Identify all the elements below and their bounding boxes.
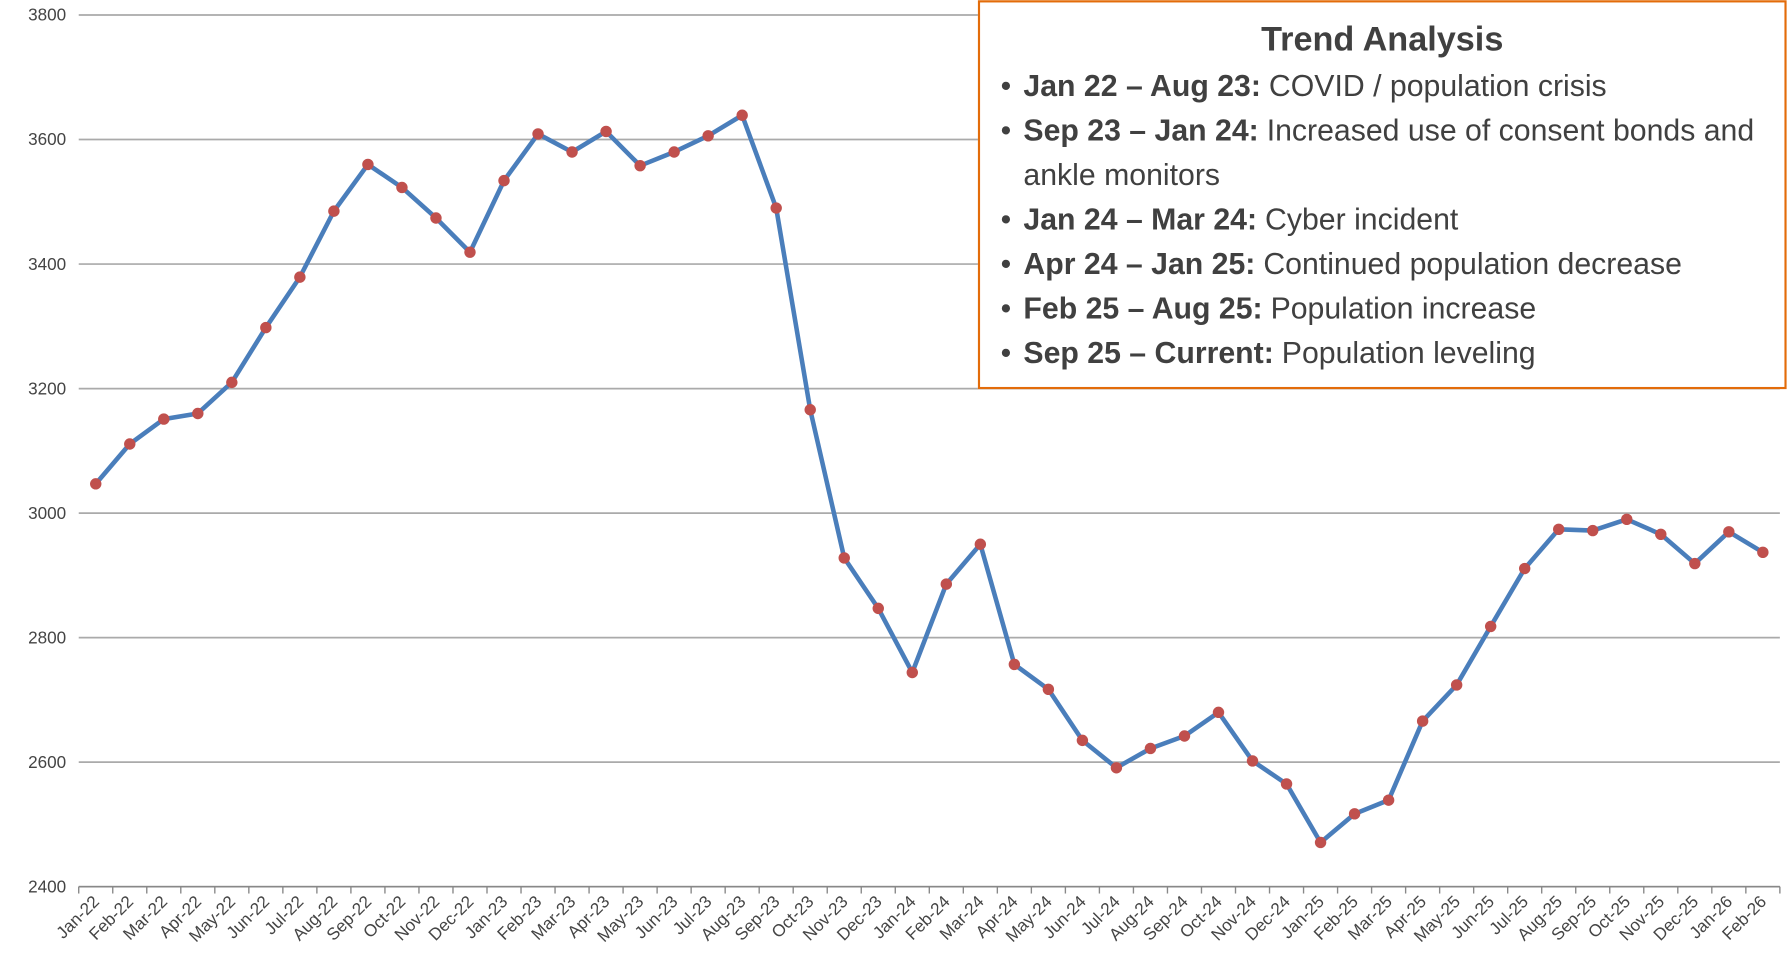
annotation-item: Apr 24 – Jan 25:Continued population dec… bbox=[1001, 242, 1773, 286]
data-point bbox=[1382, 794, 1395, 806]
plot bbox=[90, 109, 1769, 849]
data-point bbox=[1110, 762, 1123, 774]
data-point bbox=[1144, 742, 1157, 755]
annotation-text: Cyber incident bbox=[1265, 202, 1459, 237]
annotation-item: Jan 24 – Mar 24:Cyber incident bbox=[1001, 198, 1773, 242]
data-point bbox=[498, 174, 510, 187]
data-point bbox=[1587, 524, 1599, 537]
annotation-label: Jan 22 – Aug 23: bbox=[1023, 68, 1261, 103]
data-line bbox=[94, 112, 1765, 845]
annotation-text: COVID / population crisis bbox=[1268, 68, 1607, 103]
annotation-text: Population increase bbox=[1270, 291, 1537, 326]
data-point bbox=[1246, 755, 1259, 767]
annotation-text: Continued population decrease bbox=[1263, 246, 1682, 281]
y-tick-label: 3800 bbox=[28, 6, 66, 25]
annotation-label: Feb 25 – Aug 25: bbox=[1023, 291, 1263, 326]
data-point bbox=[1757, 546, 1769, 559]
data-point bbox=[158, 413, 170, 425]
data-point bbox=[1450, 679, 1463, 691]
data-point bbox=[702, 130, 714, 142]
data-point bbox=[1484, 620, 1497, 633]
annotation-label: Sep 25 – Current: bbox=[1023, 335, 1274, 370]
data-point bbox=[362, 158, 374, 171]
annotation-list: Jan 22 – Aug 23:COVID / population crisi… bbox=[991, 64, 1773, 375]
data-point bbox=[1689, 557, 1701, 570]
data-point bbox=[974, 538, 987, 550]
y-tick-label: 3000 bbox=[28, 504, 66, 523]
data-point bbox=[1348, 808, 1361, 820]
data-point bbox=[1314, 836, 1327, 849]
annotation-label: Jan 24 – Mar 24: bbox=[1023, 202, 1258, 237]
y-tick-label: 3200 bbox=[28, 379, 66, 398]
data-point bbox=[906, 666, 918, 679]
data-point bbox=[804, 404, 816, 416]
data-point bbox=[532, 128, 544, 140]
annotation-item: Sep 23 – Jan 24:Increased use of consent… bbox=[1001, 109, 1773, 198]
annotation-text: Population leveling bbox=[1281, 335, 1536, 370]
annotation-label: Apr 24 – Jan 25: bbox=[1023, 246, 1256, 281]
data-point bbox=[1042, 683, 1055, 696]
data-point bbox=[736, 109, 748, 121]
data-point bbox=[90, 478, 102, 490]
data-point bbox=[634, 159, 646, 172]
data-point bbox=[260, 321, 272, 334]
data-point bbox=[396, 181, 408, 194]
annotation-box: Trend Analysis Jan 22 – Aug 23:COVID / p… bbox=[978, 0, 1787, 389]
annotation-label: Sep 23 – Jan 24: bbox=[1023, 113, 1259, 148]
data-point bbox=[668, 146, 680, 158]
data-point bbox=[226, 376, 238, 389]
data-point bbox=[464, 246, 476, 258]
data-point bbox=[940, 578, 953, 590]
data-point bbox=[1553, 523, 1565, 536]
data-point bbox=[1008, 658, 1021, 671]
data-point bbox=[1076, 734, 1089, 747]
data-point bbox=[1416, 715, 1429, 727]
data-point bbox=[1178, 730, 1191, 742]
data-point bbox=[1621, 513, 1633, 526]
data-point bbox=[1518, 562, 1531, 575]
annotation: Trend Analysis Jan 22 – Aug 23:COVID / p… bbox=[977, 0, 1787, 390]
data-point bbox=[838, 552, 850, 564]
data-point bbox=[294, 271, 306, 283]
data-point bbox=[872, 602, 884, 615]
data-point bbox=[566, 146, 578, 158]
data-point bbox=[1280, 778, 1293, 790]
data-point bbox=[124, 438, 136, 450]
annotation-title: Trend Analysis bbox=[1261, 20, 1504, 59]
data-point bbox=[430, 212, 442, 224]
annotation-text: Increased use of consent bonds and ankle… bbox=[1023, 113, 1755, 192]
annotation-item: Jan 22 – Aug 23:COVID / population crisi… bbox=[1001, 64, 1773, 108]
y-tick-label: 2600 bbox=[28, 753, 66, 772]
data-point bbox=[1723, 526, 1735, 538]
data-point bbox=[192, 407, 204, 420]
y-tick-label: 2800 bbox=[28, 628, 66, 647]
data-point bbox=[1212, 706, 1225, 719]
y-tick-label: 3600 bbox=[28, 130, 66, 149]
data-point bbox=[600, 125, 612, 138]
data-point bbox=[328, 205, 340, 217]
annotation-item: Feb 25 – Aug 25:Population increase bbox=[1001, 287, 1773, 331]
data-point bbox=[1655, 528, 1667, 540]
data-point bbox=[770, 202, 782, 214]
y-tick-label: 3400 bbox=[28, 255, 66, 274]
y-tick-label: 2400 bbox=[28, 877, 66, 896]
annotation-item: Sep 25 – Current:Population leveling bbox=[1001, 331, 1773, 375]
